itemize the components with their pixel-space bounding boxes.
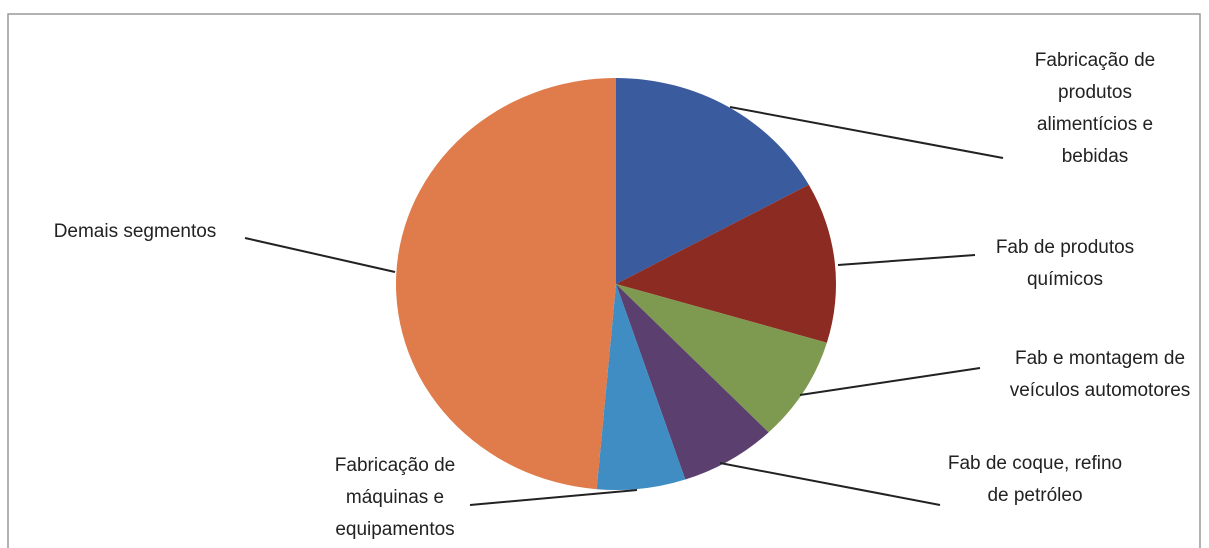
leader-line xyxy=(837,254,976,266)
pie-slice xyxy=(395,78,616,490)
leader-line xyxy=(799,367,981,396)
slice-label: Fabricação de produtos alimentícios e be… xyxy=(1034,50,1156,167)
leader-line xyxy=(719,462,941,506)
leader-line xyxy=(244,237,396,273)
slice-label: Fab e montagem de veículos automotores xyxy=(1009,348,1191,401)
slice-label: Fabricação de máquinas e equipamentos xyxy=(334,455,456,540)
leader-line xyxy=(729,106,1004,159)
pie-slice xyxy=(616,184,836,343)
frame xyxy=(7,13,1201,548)
leader-line xyxy=(469,489,638,506)
slice-label: Fab de produtos químicos xyxy=(995,237,1135,290)
pie-slice xyxy=(616,284,827,433)
slice-label: Fab de coque, refino de petróleo xyxy=(947,453,1123,506)
pie-slice xyxy=(596,284,686,490)
pie-slice xyxy=(616,284,769,480)
slice-label: Demais segmentos xyxy=(53,221,217,242)
pie-slice xyxy=(616,78,809,284)
